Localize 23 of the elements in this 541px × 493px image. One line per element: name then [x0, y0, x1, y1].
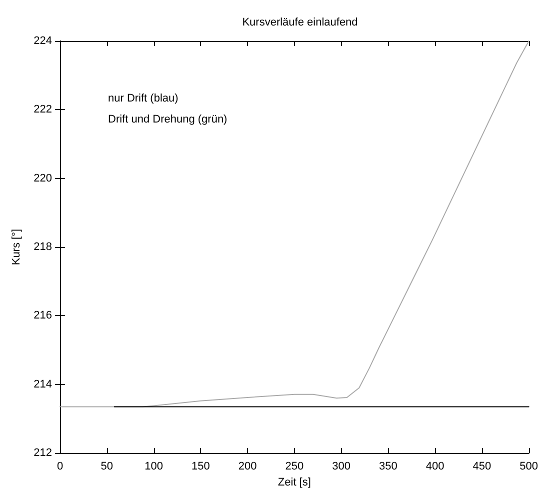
x-tick-label: 150 — [191, 460, 210, 473]
y-tick-label: 212 — [34, 447, 52, 460]
x-tick-label: 300 — [332, 460, 350, 473]
x-tick-label: 100 — [144, 460, 163, 473]
x-tick-label: 450 — [472, 460, 492, 473]
x-tick-label: 350 — [378, 460, 398, 473]
y-tick-label: 220 — [34, 172, 52, 184]
y-tick-label: 214 — [34, 378, 52, 390]
chart-title: Kursverläufe einlaufend — [242, 16, 358, 28]
x-tick-label: 50 — [100, 460, 114, 473]
x-tick-label: 0 — [56, 460, 64, 473]
y-tick-label: 222 — [34, 104, 52, 116]
y-tick-label: 216 — [34, 310, 52, 322]
y-axis-title: Kurs [°] — [10, 228, 22, 266]
annotation: nur Drift (blau) — [108, 92, 178, 104]
y-tick-label: 224 — [34, 35, 52, 47]
x-tick-label: 500 — [520, 460, 538, 473]
x-tick-label: 250 — [285, 460, 304, 473]
x-tick-label: 400 — [426, 460, 444, 473]
x-tick-label: 200 — [238, 460, 257, 473]
x-axis-title: Zeit [s] — [278, 476, 311, 488]
y-tick-label: 218 — [34, 241, 52, 254]
annotation: Drift und Drehung (grün) — [108, 114, 228, 126]
